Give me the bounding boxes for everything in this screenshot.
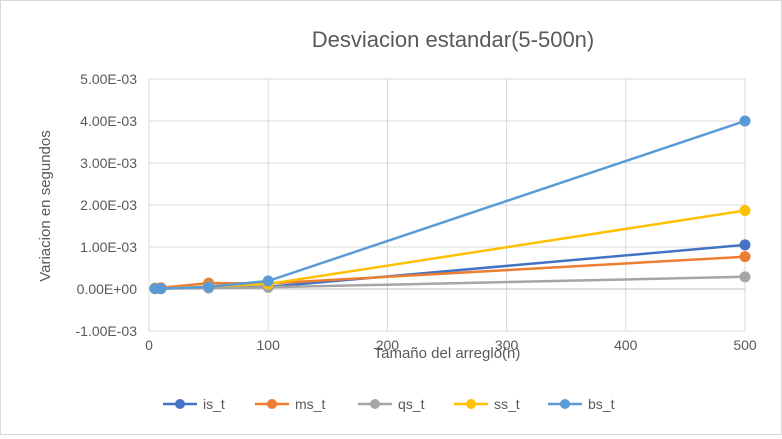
legend-label: bs_t <box>588 396 615 412</box>
series-line-is_t <box>155 243 746 290</box>
legend-label: ms_t <box>295 396 325 412</box>
y-tick-label: 0.00E+00 <box>77 281 138 297</box>
legend-item-ss_t: ss_t <box>454 396 520 412</box>
y-tick-label: 1.00E-03 <box>80 239 137 255</box>
legend-marker <box>267 399 277 409</box>
chart-title: Desviacion estandar(5-500n) <box>312 27 595 52</box>
data-point-ms_t <box>739 251 751 263</box>
legend-label: qs_t <box>398 396 425 412</box>
x-tick-label: 300 <box>495 337 519 353</box>
y-axis-label: Variacion en segundos <box>37 130 54 282</box>
data-point-qs_t <box>739 271 751 283</box>
legend-item-ms_t: ms_t <box>255 396 325 412</box>
x-tick-label: 500 <box>733 337 757 353</box>
legend-item-bs_t: bs_t <box>548 396 615 412</box>
x-tick-label: 100 <box>257 337 281 353</box>
y-tick-label: 3.00E-03 <box>80 155 137 171</box>
x-tick-label: 400 <box>614 337 638 353</box>
x-axis-label: Tamaño del arreglo(n) <box>374 345 521 362</box>
data-point-bs_t <box>203 281 215 293</box>
data-point-bs_t <box>739 115 751 127</box>
legend-marker <box>560 399 570 409</box>
series-line-ss_t <box>155 209 746 290</box>
series-layer <box>149 115 751 295</box>
legend: is_t ms_t qs_t ss_t bs_t <box>163 396 615 412</box>
legend-marker <box>466 399 476 409</box>
y-tick-labels: -1.00E-03 0.00E+00 1.00E-03 2.00E-03 3.00E-0… <box>76 71 138 339</box>
x-tick-labels: 0 100 200 300 400 500 <box>145 337 757 353</box>
legend-item-is_t: is_t <box>163 396 225 412</box>
legend-label: ss_t <box>494 396 520 412</box>
gridlines <box>148 78 746 332</box>
data-point-bs_t <box>155 283 167 295</box>
legend-item-qs_t: qs_t <box>358 396 425 412</box>
data-point-ss_t <box>739 204 751 216</box>
legend-marker <box>175 399 185 409</box>
x-tick-label: 0 <box>145 337 153 353</box>
y-tick-label: 4.00E-03 <box>80 113 137 129</box>
data-point-is_t <box>739 239 751 251</box>
x-tick-label: 200 <box>376 337 400 353</box>
series-bs_t <box>149 115 751 295</box>
legend-label: is_t <box>203 396 225 412</box>
data-point-bs_t <box>262 275 274 287</box>
y-tick-label: 2.00E-03 <box>80 197 137 213</box>
legend-marker <box>370 399 380 409</box>
y-tick-label: 5.00E-03 <box>80 71 137 87</box>
series-ss_t <box>149 204 751 295</box>
y-tick-label: -1.00E-03 <box>76 323 138 339</box>
